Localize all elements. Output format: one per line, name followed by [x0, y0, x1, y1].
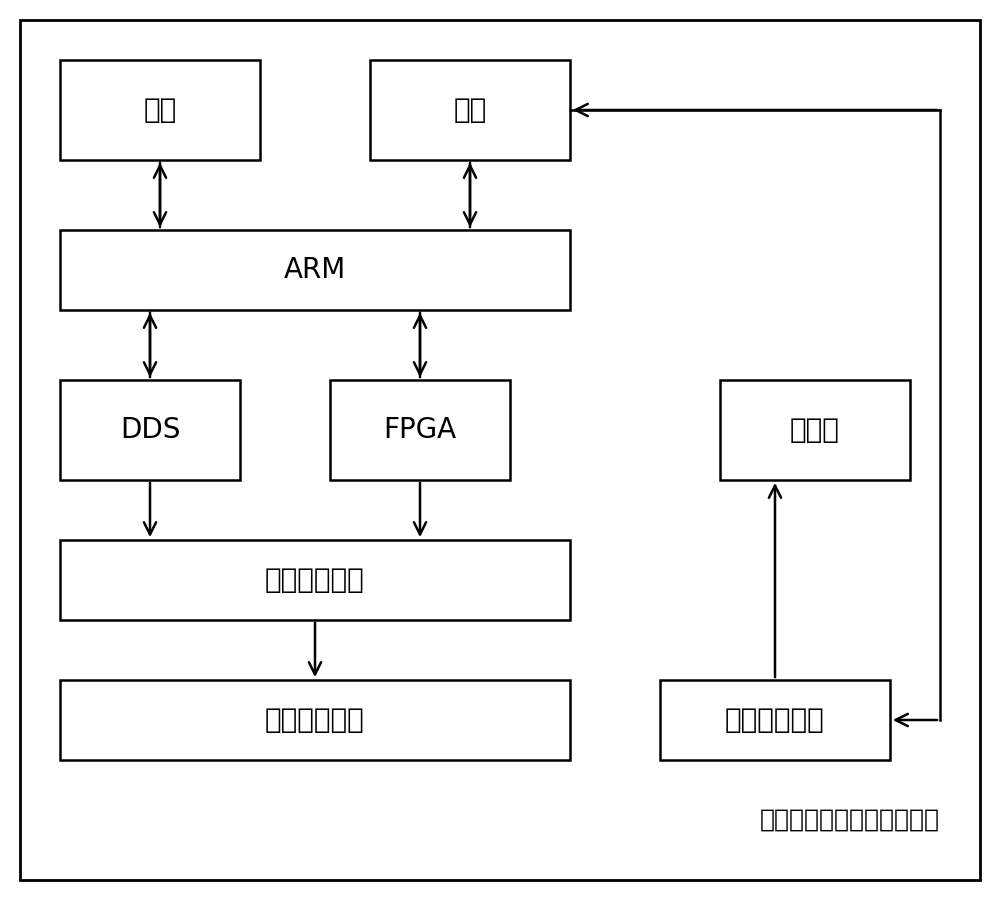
- Text: 串口: 串口: [453, 96, 487, 124]
- Bar: [60, 680, 570, 760]
- Bar: [660, 680, 890, 760]
- Bar: [60, 380, 240, 480]
- Bar: [720, 380, 910, 480]
- Text: 多路耳机输出: 多路耳机输出: [265, 706, 365, 734]
- Bar: [330, 380, 510, 480]
- Text: 调理输出电路: 调理输出电路: [265, 566, 365, 594]
- Bar: [60, 230, 570, 310]
- Text: FPGA: FPGA: [383, 416, 457, 444]
- Text: DDS: DDS: [120, 416, 180, 444]
- Text: 网络: 网络: [143, 96, 177, 124]
- Text: 多路应答输入: 多路应答输入: [725, 706, 825, 734]
- Bar: [370, 60, 570, 160]
- Text: 应答器: 应答器: [790, 416, 840, 444]
- Bar: [60, 540, 570, 620]
- Bar: [60, 60, 260, 160]
- Text: 音频信号生成硬件原理框图: 音频信号生成硬件原理框图: [760, 808, 940, 832]
- Text: ARM: ARM: [284, 256, 346, 284]
